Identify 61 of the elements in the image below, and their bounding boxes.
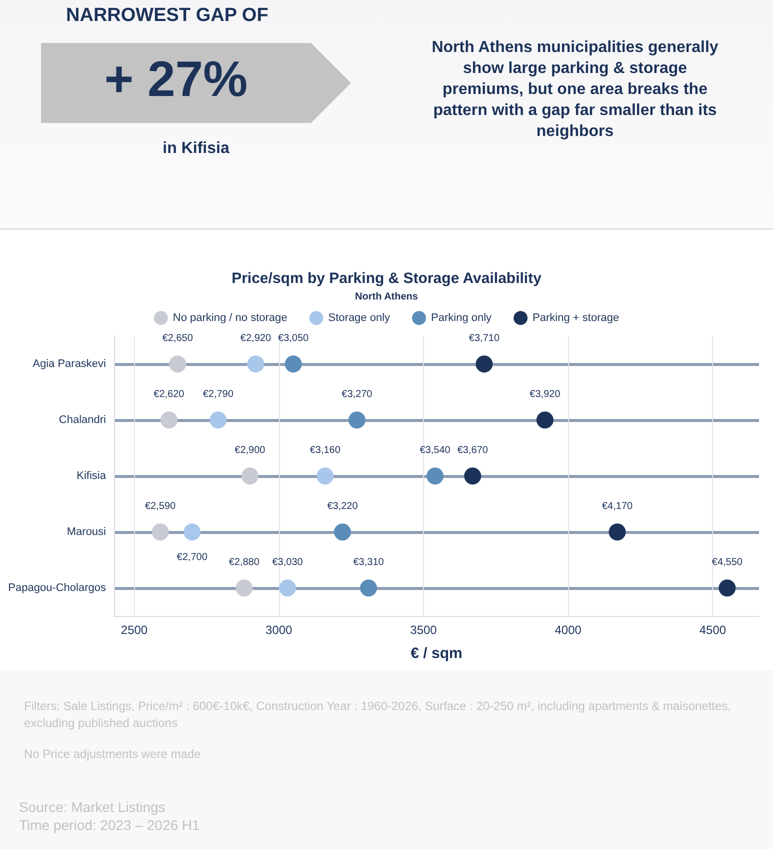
data-label: €3,270: [342, 389, 373, 400]
data-label: €2,590: [144, 501, 176, 512]
data-label: €2,700: [176, 552, 208, 563]
data-label: €2,920: [240, 333, 272, 344]
data-label: €2,650: [162, 333, 194, 344]
y-tick-label: Agia Paraskevi: [32, 358, 106, 370]
point: [210, 412, 227, 428]
x-tick-label: 3500: [410, 623, 438, 637]
legend-label: No parking / no storage: [172, 312, 288, 324]
data-label: €4,170: [602, 501, 633, 512]
point: [608, 524, 626, 540]
point: [316, 468, 334, 484]
point: [169, 356, 186, 372]
y-tick-label: Kifisia: [76, 470, 107, 482]
x-axis-title: € / sqm: [410, 645, 462, 662]
point: [247, 356, 264, 372]
text: + 27%: [103, 50, 249, 108]
point: [334, 524, 351, 540]
data-label: €4,550: [712, 557, 743, 568]
point: [241, 468, 258, 484]
chart-subtitle: North Athens: [355, 292, 418, 302]
data-label: €3,050: [278, 333, 310, 344]
point: [464, 468, 482, 484]
chart-title: Price/sqm by Parking & Storage Availability: [232, 270, 542, 287]
data-label: €3,220: [327, 501, 358, 512]
y-tick-label: Chalandri: [58, 414, 106, 426]
data-label: €2,880: [228, 557, 260, 568]
data-label: €3,670: [457, 445, 488, 456]
point: [426, 468, 444, 484]
data-label: €2,790: [202, 389, 234, 400]
point: [279, 580, 296, 596]
point: [160, 412, 178, 428]
point: [476, 356, 493, 372]
point: [284, 356, 302, 372]
text: NARROWEST GAP OF: [66, 5, 268, 27]
x-tick-label: 2500: [120, 623, 148, 637]
legend-label: Storage only: [328, 312, 391, 324]
text: in Kifisia: [162, 140, 230, 158]
data-label: €2,900: [234, 445, 266, 456]
data-label: €3,710: [468, 333, 500, 344]
x-tick-label: 4000: [554, 623, 582, 637]
x-tick-label: 3000: [266, 623, 293, 637]
point: [236, 580, 253, 596]
point: [348, 412, 366, 428]
y-tick-label: Papagou-Cholargos: [8, 582, 106, 594]
point: [152, 524, 169, 540]
data-label: €3,920: [530, 389, 561, 400]
point: [718, 580, 736, 596]
point: [184, 524, 201, 540]
data-label: €3,310: [353, 557, 384, 568]
x-tick-label: 4500: [699, 623, 726, 637]
data-label: €2,620: [154, 389, 185, 400]
y-tick-label: Marousi: [66, 526, 106, 538]
legend-label: Parking + storage: [532, 312, 620, 324]
legend-label: Parking only: [431, 312, 492, 324]
data-label: €3,030: [272, 557, 304, 568]
data-label: €3,540: [420, 445, 451, 456]
text: North Athens municipalities generally show large parking & storage premiums, but one area breaks the pattern with a gap far smaller than its neighbors: [430, 38, 720, 142]
point: [360, 580, 378, 596]
point: [536, 412, 554, 428]
data-label: €3,160: [310, 445, 341, 456]
